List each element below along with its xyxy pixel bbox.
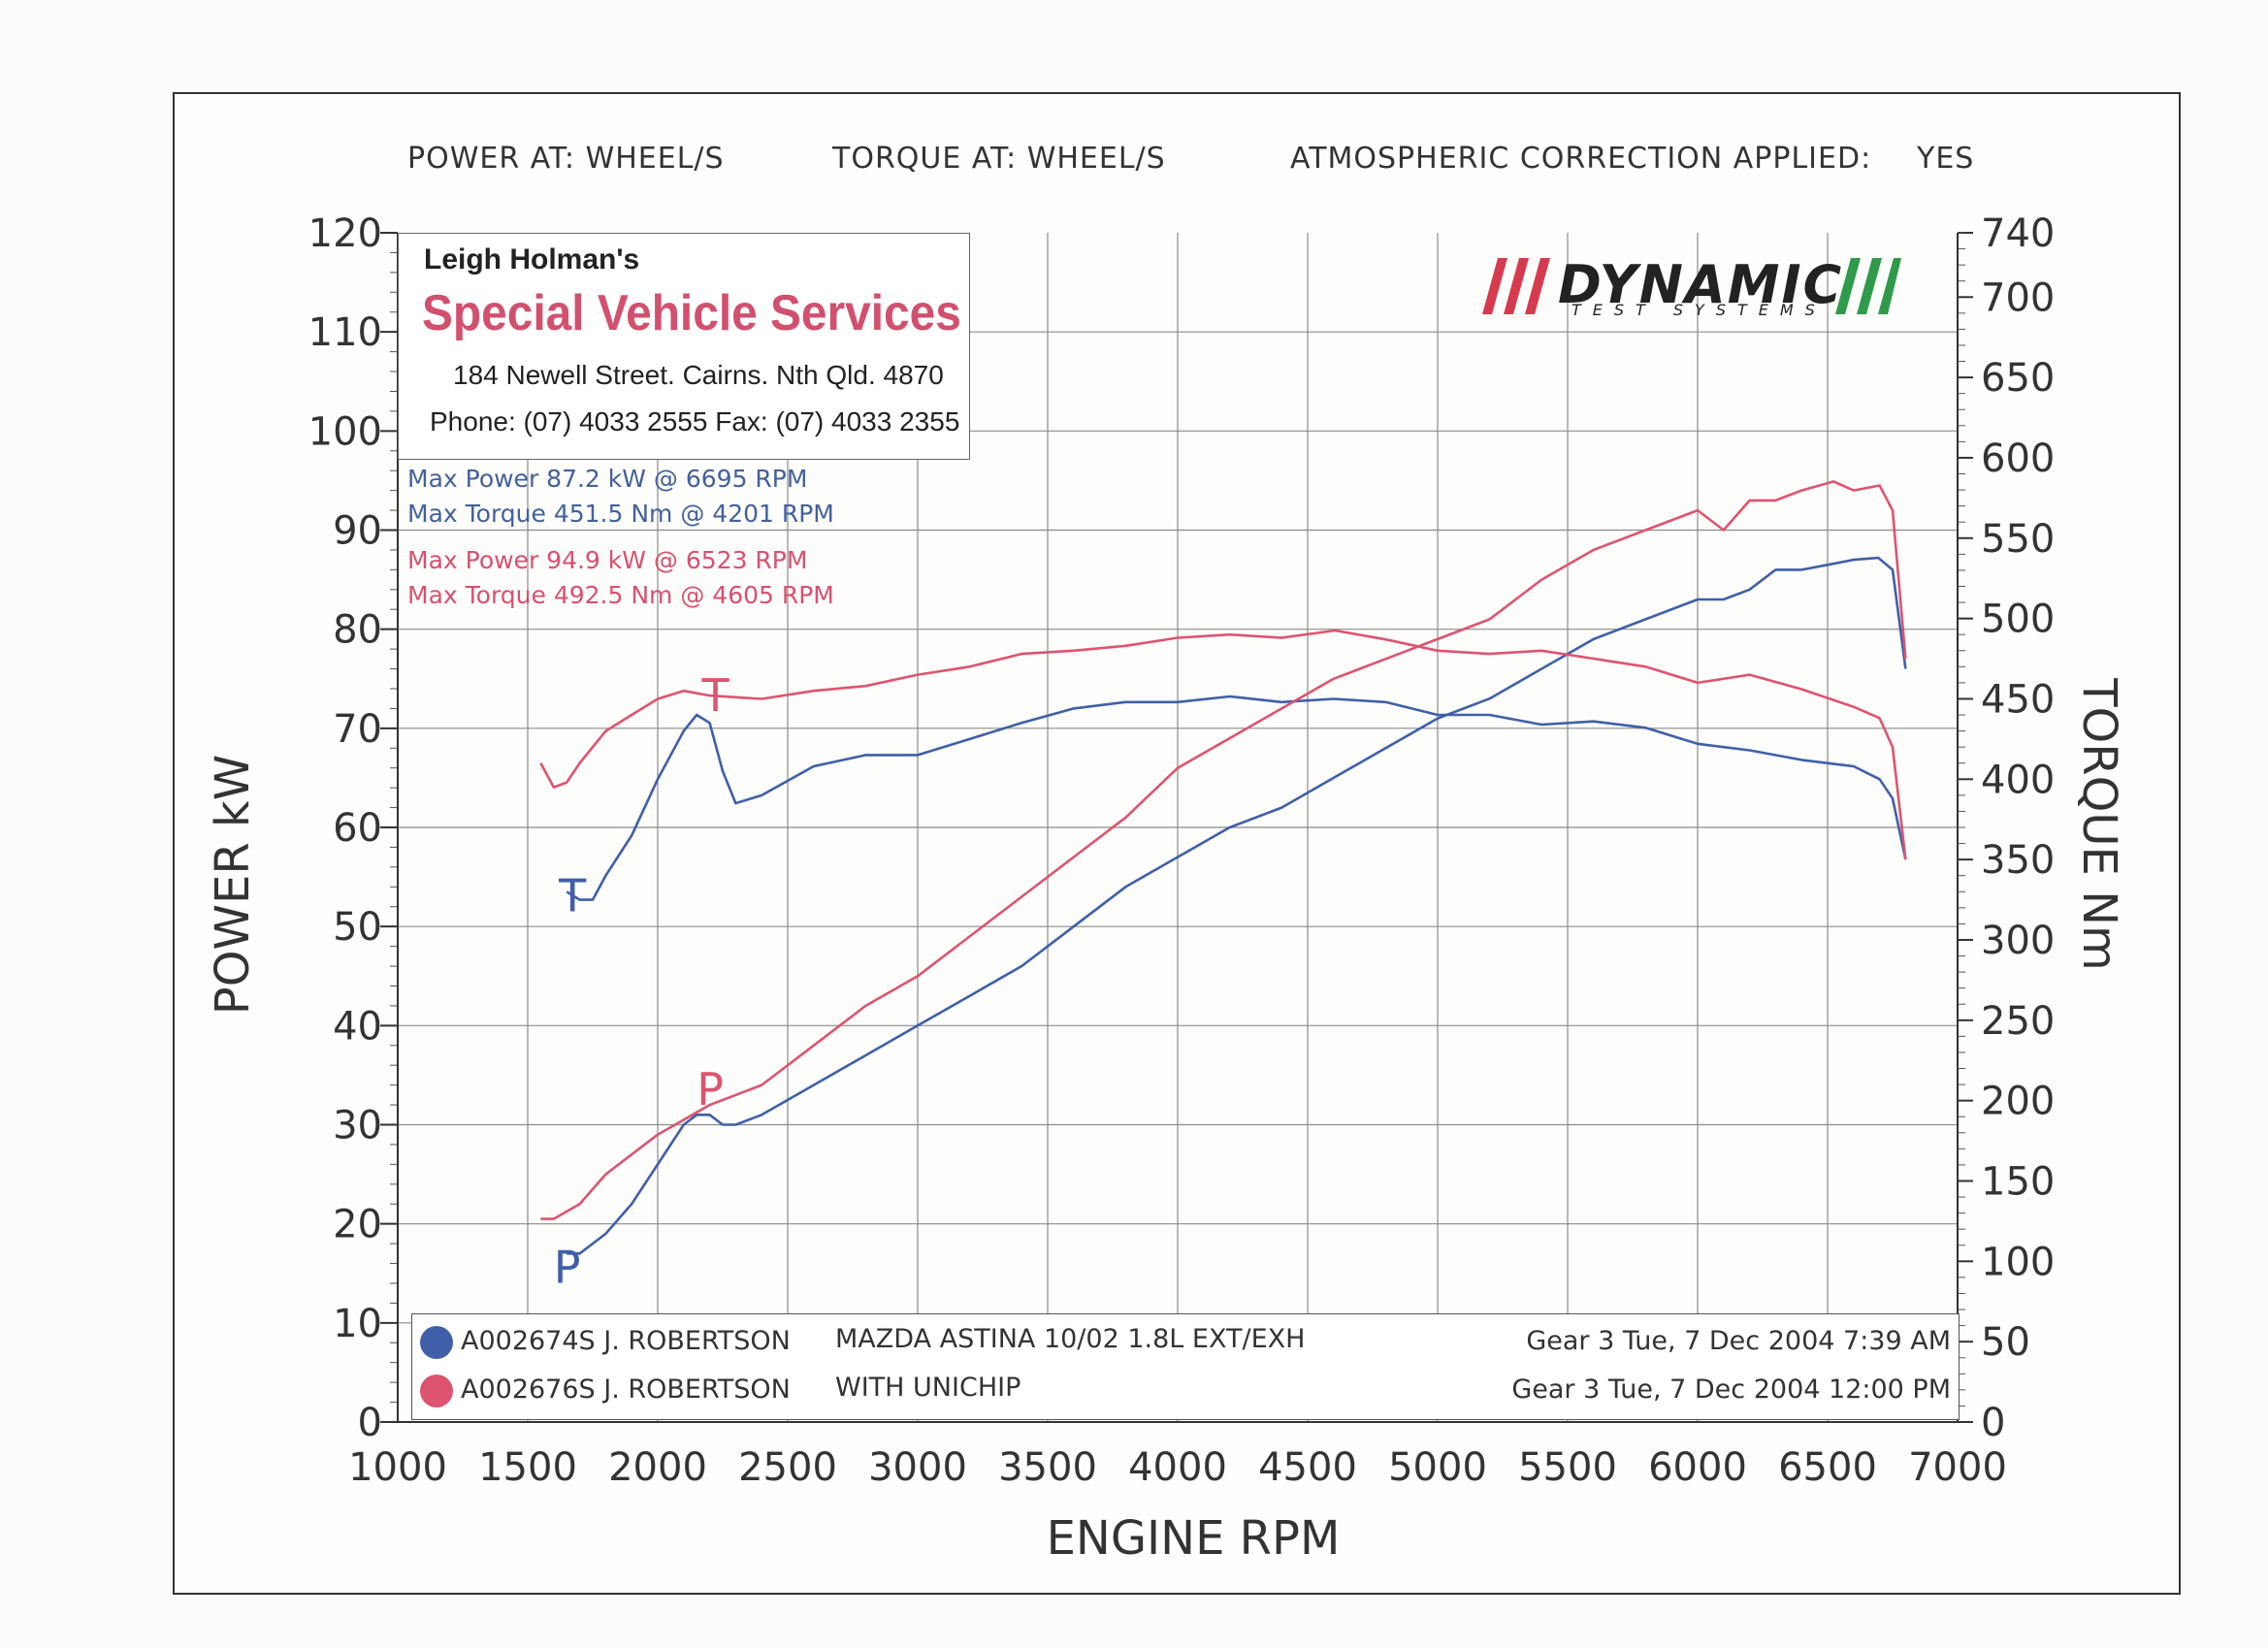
series-line bbox=[567, 556, 1907, 1255]
x-axis-title: ENGINE RPM bbox=[1047, 1511, 1341, 1566]
y2-tick-label: 50 bbox=[1981, 1320, 2030, 1365]
y-tick-label: 60 bbox=[333, 806, 382, 851]
torque-at-label: TORQUE AT: WHEEL/S bbox=[832, 142, 1166, 176]
series-line bbox=[540, 480, 1907, 1220]
curve-label: T bbox=[558, 869, 587, 922]
x-tick-label: 4000 bbox=[1128, 1445, 1227, 1490]
y-tick-label: 20 bbox=[333, 1203, 382, 1247]
legend-run-desc: WITH UNICHIP bbox=[835, 1373, 1021, 1403]
y2-tick-label: 400 bbox=[1981, 758, 2055, 802]
y-tick-label: 120 bbox=[308, 211, 382, 256]
y2-tick-label: 250 bbox=[1981, 999, 2055, 1044]
x-tick-label: 3000 bbox=[868, 1445, 967, 1490]
x-tick-label: 6500 bbox=[1778, 1445, 1877, 1490]
y-tick-label: 30 bbox=[333, 1104, 382, 1148]
shop-name: Special Vehicle Services bbox=[422, 285, 961, 341]
atmospheric-correction-label: ATMOSPHERIC CORRECTION APPLIED: bbox=[1290, 142, 1872, 176]
y-axis-title: POWER kW bbox=[206, 755, 260, 1015]
y-tick-label: 100 bbox=[308, 409, 382, 454]
x-tick-label: 5000 bbox=[1388, 1445, 1487, 1490]
x-tick-label: 1500 bbox=[478, 1445, 577, 1490]
x-tick-label: 5500 bbox=[1518, 1445, 1617, 1490]
x-tick-label: 3500 bbox=[998, 1445, 1097, 1490]
legend-run-desc: MAZDA ASTINA 10/02 1.8L EXT/EXH bbox=[835, 1324, 1306, 1354]
logo-word: DYNAMIC bbox=[1558, 254, 1844, 315]
blue-run-summary: Max Power 87.2 kW @ 6695 RPM Max Torque … bbox=[407, 462, 834, 532]
legend-run-date: Gear 3 Tue, 7 Dec 2004 7:39 AM bbox=[1526, 1326, 1951, 1356]
blue-max-torque: Max Torque 451.5 Nm @ 4201 RPM bbox=[407, 500, 834, 528]
y2-tick-label: 350 bbox=[1981, 838, 2055, 883]
power-at-label: POWER AT: WHEEL/S bbox=[407, 142, 725, 176]
y2-tick-label: 600 bbox=[1981, 436, 2055, 481]
y2-tick-label: 0 bbox=[1981, 1401, 2005, 1445]
y2-tick-label: 740 bbox=[1981, 211, 2055, 256]
legend-row: A002674S J. ROBERTSON MAZDA ASTINA 10/02… bbox=[412, 1318, 1959, 1367]
curve-label: P bbox=[697, 1063, 724, 1116]
x-tick-label: 6000 bbox=[1648, 1445, 1747, 1490]
logo-stripes bbox=[1482, 258, 1901, 314]
legend-run-date: Gear 3 Tue, 7 Dec 2004 12:00 PM bbox=[1511, 1374, 1951, 1405]
y-tick-label: 70 bbox=[333, 707, 382, 752]
logo-subtitle: TEST SYSTEMS bbox=[1571, 301, 1827, 319]
y-tick-label: 110 bbox=[308, 310, 382, 355]
red-max-power: Max Power 94.9 kW @ 6523 RPM bbox=[407, 546, 808, 574]
y-tick-label: 10 bbox=[333, 1302, 382, 1346]
x-tick-label: 2500 bbox=[738, 1445, 837, 1490]
y2-tick-label: 700 bbox=[1981, 275, 2055, 320]
legend-run-id: A002674S J. ROBERTSON bbox=[461, 1326, 791, 1356]
chart-ticks: 1000 1500 2000 2500 3000 3500 4000 4500 5000 5500… bbox=[308, 211, 2056, 1490]
x-tick-label: 2000 bbox=[608, 1445, 707, 1490]
blue-max-power: Max Power 87.2 kW @ 6695 RPM bbox=[407, 465, 808, 493]
red-run-summary: Max Power 94.9 kW @ 6523 RPM Max Torque … bbox=[407, 543, 834, 613]
curve-labels: T T P P bbox=[554, 669, 730, 1293]
x-tick-label: 1000 bbox=[348, 1445, 447, 1490]
run-legend: A002674S J. ROBERTSON MAZDA ASTINA 10/02… bbox=[411, 1313, 1960, 1420]
y-tick-label: 40 bbox=[333, 1004, 382, 1049]
legend-run-id: A002676S J. ROBERTSON bbox=[461, 1374, 791, 1405]
series-line bbox=[566, 695, 1907, 901]
shop-info-box: Leigh Holman's Special Vehicle Services … bbox=[398, 233, 970, 460]
y2-tick-label: 150 bbox=[1981, 1159, 2055, 1204]
y2-axis-title: TORQUE Nm bbox=[2072, 677, 2126, 971]
x-tick-label: 4500 bbox=[1258, 1445, 1357, 1490]
y2-tick-label: 300 bbox=[1981, 919, 2055, 963]
legend-row: A002676S J. ROBERTSON WITH UNICHIP Gear … bbox=[412, 1367, 1959, 1415]
series-line bbox=[539, 629, 1907, 860]
shop-phone: Phone: (07) 4033 2555 Fax: (07) 4033 235… bbox=[430, 406, 960, 436]
y2-tick-label: 200 bbox=[1981, 1080, 2055, 1124]
y-tick-label: 90 bbox=[333, 509, 382, 554]
legend-color-dot bbox=[420, 1326, 453, 1359]
red-max-torque: Max Torque 492.5 Nm @ 4605 RPM bbox=[407, 581, 834, 609]
y-tick-label: 0 bbox=[358, 1401, 382, 1445]
y-tick-label: 50 bbox=[333, 905, 382, 950]
chart-series bbox=[539, 480, 1907, 1255]
y2-tick-label: 500 bbox=[1981, 598, 2055, 642]
y2-tick-label: 100 bbox=[1981, 1240, 2055, 1284]
shop-address: 184 Newell Street. Cairns. Nth Qld. 4870 bbox=[453, 360, 944, 390]
legend-color-dot bbox=[420, 1374, 453, 1407]
x-tick-label: 7000 bbox=[1908, 1445, 2007, 1490]
y2-tick-label: 450 bbox=[1981, 677, 2055, 722]
y-tick-label: 80 bbox=[333, 608, 382, 653]
shop-owner: Leigh Holman's bbox=[424, 243, 640, 275]
y2-tick-label: 650 bbox=[1981, 356, 2055, 401]
curve-label: T bbox=[701, 669, 730, 722]
atmospheric-correction-value: YES bbox=[1917, 142, 1975, 176]
y2-tick-label: 550 bbox=[1981, 517, 2055, 562]
dynamic-test-systems-logo: DYNAMIC TEST SYSTEMS bbox=[1474, 254, 1901, 319]
curve-label: P bbox=[554, 1241, 581, 1293]
